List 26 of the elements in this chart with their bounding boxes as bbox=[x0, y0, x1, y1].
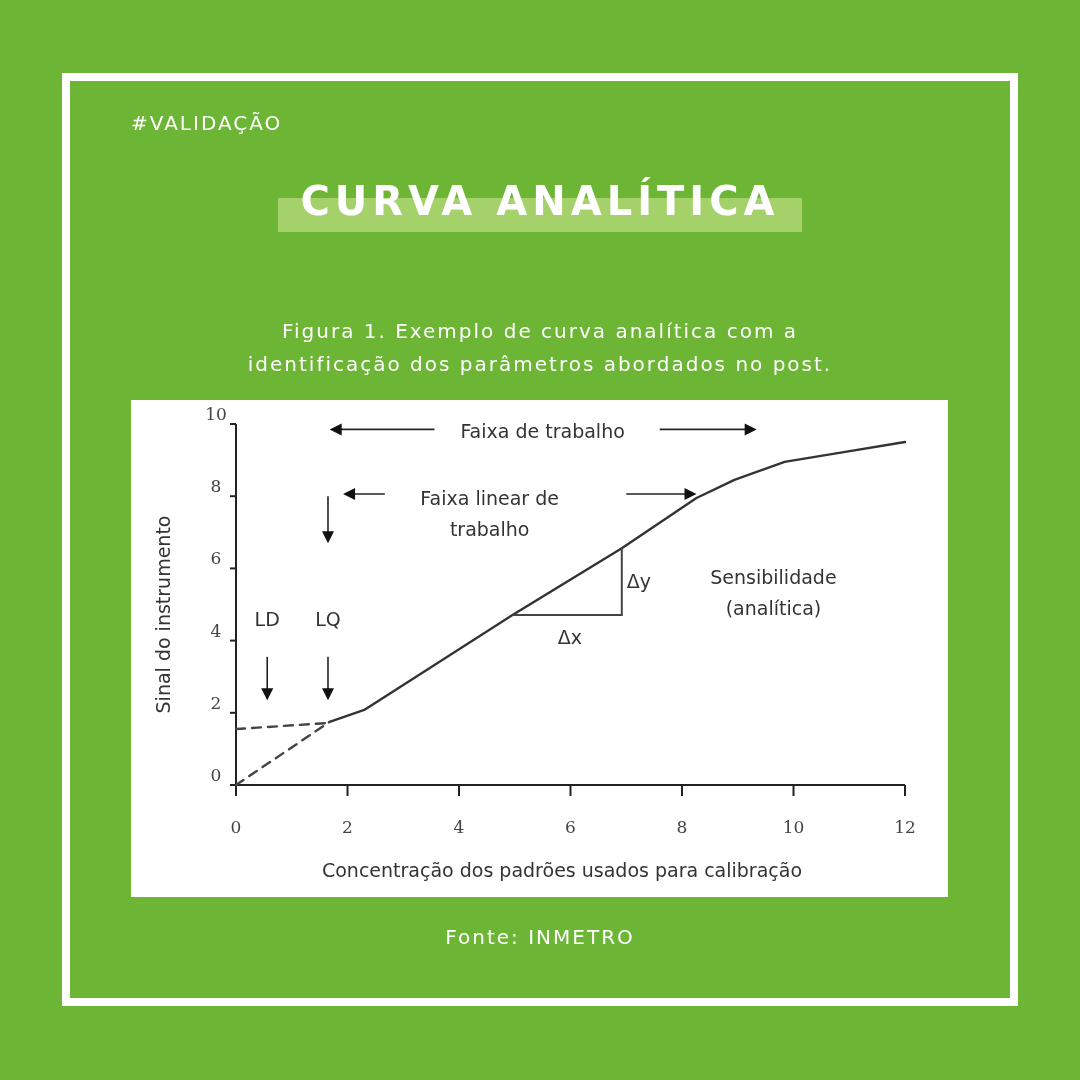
text: #VALIDAÇÃO bbox=[131, 111, 283, 135]
y-tick-label: 6 bbox=[210, 548, 222, 569]
y-tick-label: 8 bbox=[210, 476, 222, 497]
x-tick-label: 10 bbox=[782, 817, 805, 837]
y-tick-label: 2 bbox=[210, 692, 222, 713]
x-tick-label: 2 bbox=[342, 817, 353, 837]
annotation: LD bbox=[254, 607, 280, 630]
x-tick-label: 8 bbox=[676, 817, 688, 837]
annotation: Δy bbox=[626, 570, 651, 593]
x-axis-title: Concentração dos padrões usados para calibração bbox=[321, 859, 803, 881]
source-note: Fonte: INMETRO bbox=[445, 925, 635, 949]
annotation: Faixa de trabalho bbox=[460, 420, 625, 443]
x-tick-label: 0 bbox=[230, 817, 242, 837]
chart-title: CURVA ANALÍTICA bbox=[300, 177, 780, 224]
annotation: Faixa linear de trabalho bbox=[420, 487, 559, 541]
y-axis-title: Sinal do instrumento bbox=[152, 515, 174, 714]
annotation: Sensibilidade (analítica) bbox=[710, 566, 837, 620]
chart-subtitle: Figura 1. Exemplo de curva analítica com a identificação dos parâmetros abordados no post. bbox=[247, 319, 833, 376]
annotation: Δx bbox=[557, 625, 583, 648]
x-tick-label: 12 bbox=[894, 817, 916, 837]
y-tick-label: 4 bbox=[210, 620, 222, 641]
x-tick-label: 4 bbox=[453, 817, 465, 837]
y-tick-label: 10 bbox=[205, 404, 227, 424]
annotation: LQ bbox=[315, 607, 341, 630]
y-tick-label: 0 bbox=[210, 765, 222, 785]
x-tick-label: 6 bbox=[565, 817, 576, 837]
